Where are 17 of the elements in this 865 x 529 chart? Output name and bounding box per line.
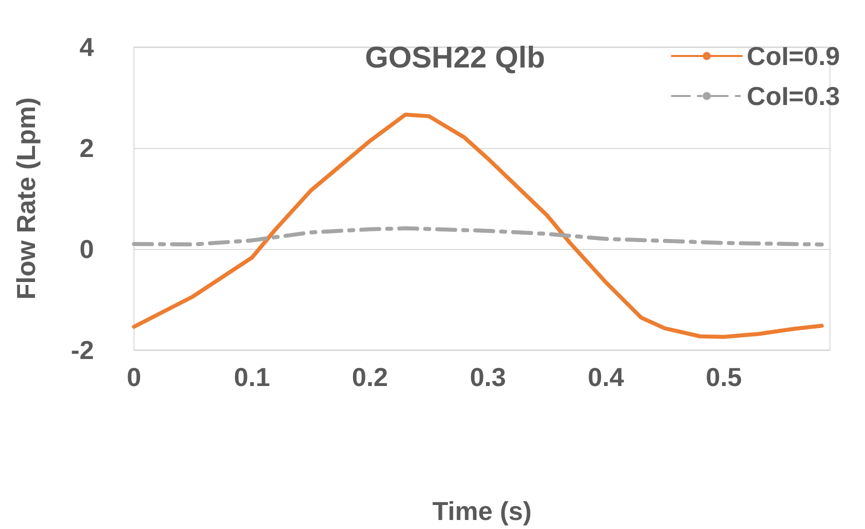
x-tick-label: 0 [126,362,142,392]
x-tick-label: 0.3 [470,362,506,392]
line-series [132,226,824,246]
y-tick-label: 2 [80,133,94,163]
x-tick-label: 0.2 [352,362,388,392]
x-axis-title: Time (s) [432,496,532,526]
y-tick-label: 0 [80,234,94,264]
x-tick-label: 0.4 [588,362,624,392]
legend-label: CoI=0.3 [746,81,840,111]
chart-title: GOSH22 Qlb [364,42,546,74]
y-tick-label: 4 [80,32,95,62]
line-series [132,112,824,339]
x-tick-label: 0.5 [706,362,742,392]
x-tick-label: 0.1 [234,362,270,392]
legend-label: CoI=0.9 [746,41,840,71]
y-tick-label: -2 [70,335,94,365]
y-axis-title: Flow Rate (Lpm) [11,97,41,300]
